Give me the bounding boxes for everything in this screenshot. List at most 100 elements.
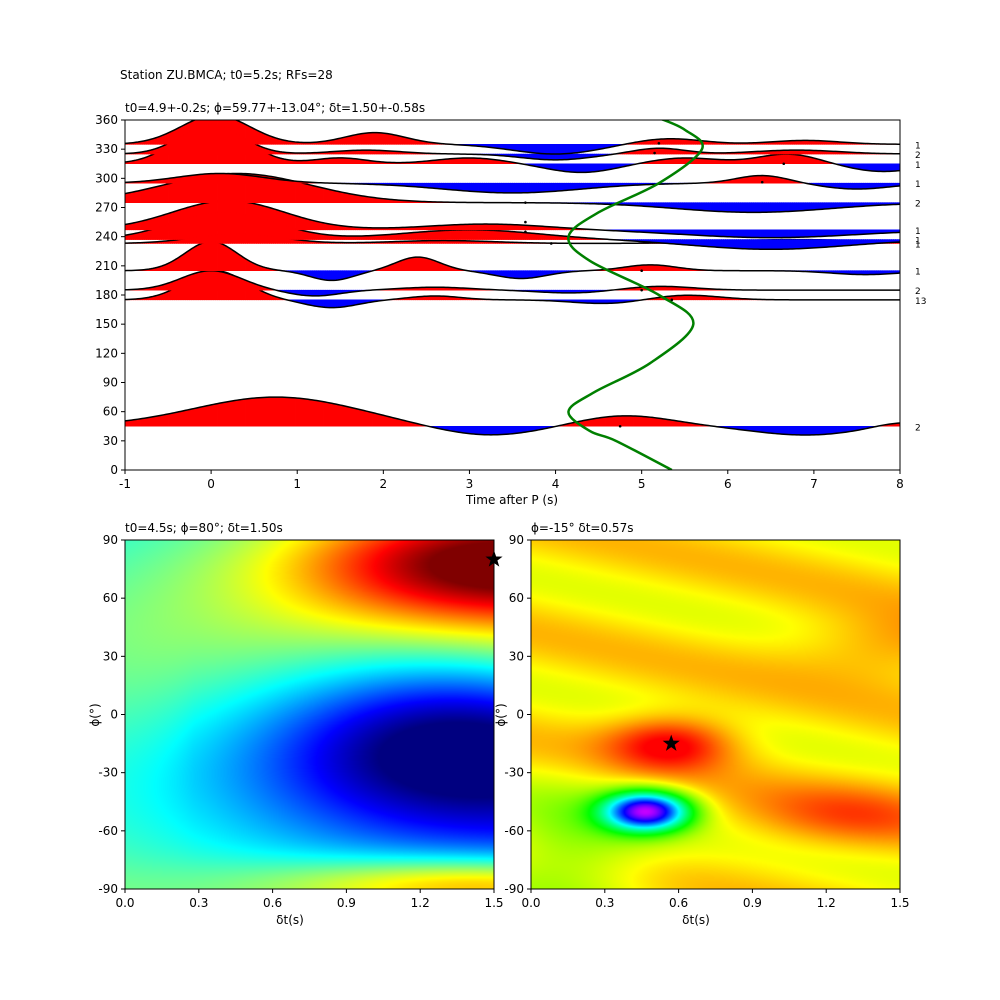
rf-negative-fill — [535, 182, 539, 193]
rf-positive-fill — [189, 205, 193, 231]
rf-positive-fill — [182, 207, 186, 231]
rf-negative-fill — [693, 202, 696, 211]
rf-positive-fill — [333, 157, 337, 165]
rf-negative-fill — [499, 182, 503, 194]
grid-left-ylabel: ϕ(°) — [88, 703, 102, 726]
rf-positive-fill — [507, 230, 511, 240]
rf-positive-fill — [258, 130, 261, 145]
rf-positive-fill — [133, 191, 137, 203]
rf-negative-fill — [837, 425, 841, 434]
rf-negative-fill — [826, 229, 830, 237]
rf-positive-fill — [365, 410, 369, 427]
rf-positive-fill — [204, 173, 208, 184]
rf-negative-fill — [568, 144, 571, 154]
rf-positive-fill — [245, 123, 249, 145]
rf-negative-fill — [335, 299, 339, 308]
rf-negative-fill — [779, 425, 782, 435]
rf-negative-fill — [484, 182, 487, 193]
rf-negative-fill — [578, 144, 582, 153]
rf-negative-fill — [531, 270, 535, 279]
rf-positive-fill — [212, 403, 216, 427]
rf-negative-fill — [789, 239, 793, 250]
rf-positive-fill — [193, 204, 197, 231]
rf-positive-fill — [301, 217, 304, 231]
rf-positive-fill — [169, 412, 173, 427]
rf-negative-fill — [852, 182, 856, 190]
rf-trace-line — [125, 172, 900, 194]
wiggle-plot-area — [125, 120, 900, 470]
rf-negative-fill — [869, 163, 873, 172]
rf-negative-fill — [815, 229, 819, 237]
rf-positive-fill — [501, 230, 505, 240]
rf-negative-fill — [553, 144, 556, 155]
rf-negative-fill — [518, 182, 522, 194]
rf-positive-fill — [316, 220, 320, 231]
rf-negative-fill — [813, 425, 817, 436]
rf-positive-fill — [260, 131, 264, 145]
rf-negative-fill — [497, 425, 500, 436]
rf-positive-fill — [225, 200, 229, 231]
rf-negative-fill — [574, 163, 578, 173]
rf-negative-fill — [731, 202, 735, 213]
rf-trace-line — [125, 199, 900, 239]
rf-positive-fill — [533, 233, 537, 240]
rf-positive-fill — [456, 229, 459, 240]
rf-positive-fill — [380, 414, 384, 427]
rf-positive-fill — [656, 417, 660, 427]
rf-negative-fill — [555, 153, 559, 161]
x-tick-label: 1.2 — [817, 896, 836, 910]
rf-negative-fill — [768, 425, 772, 434]
rf-positive-fill — [193, 272, 197, 291]
rf-negative-fill — [809, 229, 813, 238]
rf-negative-fill — [477, 425, 481, 435]
rf-negative-fill — [316, 270, 320, 280]
rf-negative-fill — [839, 425, 843, 434]
rf-positive-fill — [299, 216, 302, 231]
rf-positive-fill — [256, 176, 259, 184]
rf-positive-fill — [311, 219, 315, 231]
rf-positive-fill — [225, 245, 229, 271]
rf-positive-fill — [462, 157, 466, 165]
rf-positive-fill — [492, 230, 496, 240]
rf-negative-fill — [774, 239, 778, 250]
rf-negative-fill — [522, 144, 526, 153]
rf-positive-fill — [152, 217, 156, 231]
rf-negative-fill — [858, 182, 862, 190]
rf-positive-fill — [139, 189, 143, 203]
rf-positive-fill — [800, 154, 804, 165]
rf-positive-fill — [383, 414, 386, 427]
x-tick-label: 4 — [552, 477, 560, 491]
rf-negative-fill — [770, 229, 774, 238]
rf-negative-fill — [774, 425, 778, 435]
rf-positive-fill — [503, 224, 507, 231]
rf-negative-fill — [488, 182, 492, 193]
rf-negative-fill — [342, 270, 345, 280]
rf-positive-fill — [176, 278, 180, 291]
rf-positive-fill — [632, 415, 636, 427]
rf-positive-fill — [339, 157, 343, 165]
rf-negative-fill — [527, 182, 531, 193]
rf-negative-fill — [553, 153, 556, 161]
rf-positive-fill — [327, 402, 330, 427]
rf-positive-fill — [458, 157, 462, 165]
rf-positive-fill — [204, 120, 208, 145]
rf-positive-fill — [484, 223, 487, 231]
rf-positive-fill — [677, 157, 681, 165]
rf-negative-fill — [759, 202, 763, 213]
rf-positive-fill — [236, 200, 240, 231]
rf-positive-fill — [667, 138, 670, 145]
rf-positive-fill — [202, 202, 205, 231]
rf-positive-fill — [419, 256, 423, 271]
rf-positive-fill — [331, 189, 335, 203]
rf-positive-fill — [277, 396, 281, 427]
rf-positive-fill — [510, 231, 513, 240]
rf-negative-fill — [811, 202, 815, 211]
rf-positive-fill — [245, 174, 249, 184]
rf-positive-fill — [159, 215, 162, 231]
rf-positive-fill — [245, 398, 249, 427]
rf-positive-fill — [150, 187, 154, 203]
rf-positive-fill — [311, 399, 315, 427]
rf-positive-fill — [596, 417, 599, 427]
rf-positive-fill — [385, 133, 388, 145]
rf-positive-fill — [406, 257, 410, 271]
